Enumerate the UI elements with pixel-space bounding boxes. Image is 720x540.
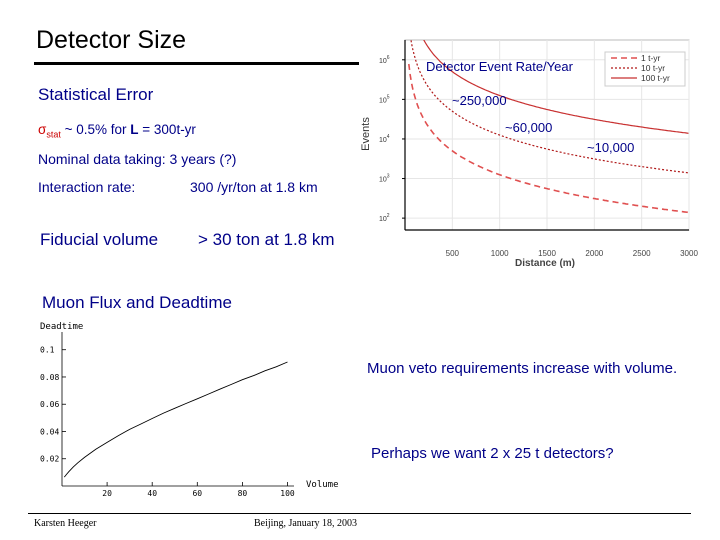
sigma-subscript: stat [46, 129, 61, 140]
event-rate-ytick-label: 105 [379, 94, 390, 104]
deadtime-ytick-label: 0.06 [40, 400, 59, 409]
legend-label: 100 t-yr [641, 73, 670, 83]
deadtime-ytick-label: 0.1 [40, 346, 55, 355]
deadtime-ytick-label: 0.02 [40, 455, 59, 464]
deadtime-xtick-label: 40 [147, 489, 157, 498]
nominal-data-taking: Nominal data taking: 3 years (?) [38, 151, 237, 167]
two-detectors-text: Perhaps we want 2 x 25 t detectors? [371, 445, 614, 462]
event-rate-title: Detector Event Rate/Year [426, 59, 574, 74]
deadtime-ytick-label: 0.04 [40, 427, 59, 436]
slide-title: Detector Size [36, 26, 187, 54]
footer-author: Karsten Heeger [34, 518, 97, 529]
annotation-10000: ~10,000 [587, 140, 634, 155]
deadtime-curve [63, 361, 288, 478]
event-rate-chart: 102 103 104 105 106 500 1000 1500 2000 2500 3000 … [355, 34, 700, 274]
sigma-L: L [130, 122, 139, 137]
deadtime-xtick-label: 60 [192, 489, 202, 498]
event-rate-xtick-label: 1500 [538, 249, 556, 258]
event-rate-legend [604, 51, 686, 87]
event-rate-ytick-label: 106 [379, 55, 390, 65]
legend-label: 1 t-yr [641, 53, 661, 63]
event-rate-ytick-label: 103 [379, 174, 390, 184]
event-rate-series-2 [410, 40, 689, 174]
event-rate-xtick-label: 2000 [585, 249, 603, 258]
event-rate-xtick-label: 2500 [633, 249, 651, 258]
interaction-rate-label: Interaction rate: [38, 179, 136, 195]
sigma-text-end: = 300t-yr [138, 122, 196, 137]
event-rate-xtick-label: 1000 [491, 249, 509, 258]
footer-divider [28, 513, 691, 514]
event-rate-xtick-label: 3000 [680, 249, 698, 258]
legend-label: 10 t-yr [641, 63, 665, 73]
footer-date: Beijing, January 18, 2003 [254, 518, 358, 529]
title-divider [34, 62, 359, 65]
event-rate-xlabel: Distance (m) [515, 258, 575, 269]
deadtime-ylabel: Deadtime [40, 322, 83, 332]
event-rate-series-3 [423, 40, 689, 134]
deadtime-xtick-label: 20 [102, 489, 112, 498]
event-rate-ylabel: Events [360, 117, 372, 151]
annotation-60000: ~60,000 [505, 120, 552, 135]
annotation-250000: ~250,000 [452, 93, 507, 108]
interaction-rate-value: 300 /yr/ton at 1.8 km [190, 179, 318, 195]
event-rate-xtick-label: 500 [446, 249, 460, 258]
fiducial-volume-value: > 30 ton at 1.8 km [198, 230, 335, 249]
deadtime-xtick-label: 80 [238, 489, 248, 498]
deadtime-ytick-label: 0.08 [40, 373, 59, 382]
fiducial-volume-label: Fiducial volume [40, 230, 159, 249]
sigma-text-mid: ~ 0.5% for [60, 122, 131, 137]
muon-flux-heading: Muon Flux and Deadtime [42, 293, 232, 312]
sigma-symbol: σ [38, 122, 47, 137]
sigma-stat-line: σstat ~ 0.5% for L = 300t-yr [38, 122, 196, 140]
deadtime-plot: Deadtime 0.02 0.04 0.06 0.08 0.1 20 40 60 80 100… [40, 322, 339, 498]
deadtime-xtick-label: 100 [280, 489, 295, 498]
muon-veto-text: Muon veto requirements increase with vol… [367, 360, 678, 377]
deadtime-xlabel: Volume [306, 480, 339, 490]
event-rate-ytick-label: 102 [379, 213, 390, 223]
deadtime-chart: Deadtime 0.02 0.04 0.06 0.08 0.1 20 40 60 80 100… [30, 318, 340, 510]
event-rate-series-1 [408, 63, 689, 214]
event-rate-ytick-label: 104 [379, 134, 390, 144]
statistical-error-heading: Statistical Error [38, 85, 154, 104]
